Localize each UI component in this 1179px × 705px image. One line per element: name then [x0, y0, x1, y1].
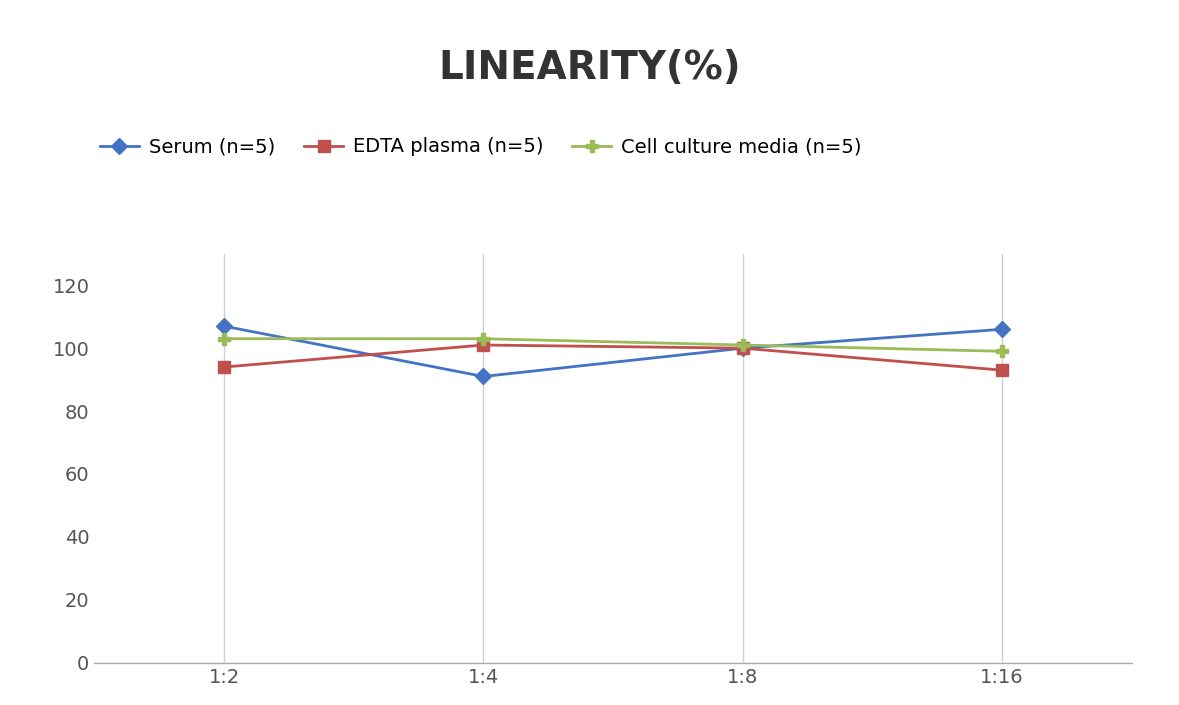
- EDTA plasma (n=5): [736, 344, 750, 352]
- Legend: Serum (n=5), EDTA plasma (n=5), Cell culture media (n=5): Serum (n=5), EDTA plasma (n=5), Cell cul…: [92, 130, 869, 164]
- Cell culture media (n=5): [995, 347, 1009, 355]
- Cell culture media (n=5): [476, 334, 490, 343]
- Cell culture media (n=5): [217, 334, 231, 343]
- EDTA plasma (n=5): [995, 366, 1009, 374]
- Line: Serum (n=5): Serum (n=5): [218, 321, 1008, 382]
- Cell culture media (n=5): [736, 341, 750, 349]
- EDTA plasma (n=5): [217, 363, 231, 372]
- Line: Cell culture media (n=5): Cell culture media (n=5): [218, 333, 1008, 357]
- Serum (n=5): [736, 344, 750, 352]
- EDTA plasma (n=5): [476, 341, 490, 349]
- Serum (n=5): [995, 325, 1009, 333]
- Serum (n=5): [217, 322, 231, 331]
- Text: LINEARITY(%): LINEARITY(%): [439, 49, 740, 87]
- Serum (n=5): [476, 372, 490, 381]
- Line: EDTA plasma (n=5): EDTA plasma (n=5): [218, 340, 1008, 376]
